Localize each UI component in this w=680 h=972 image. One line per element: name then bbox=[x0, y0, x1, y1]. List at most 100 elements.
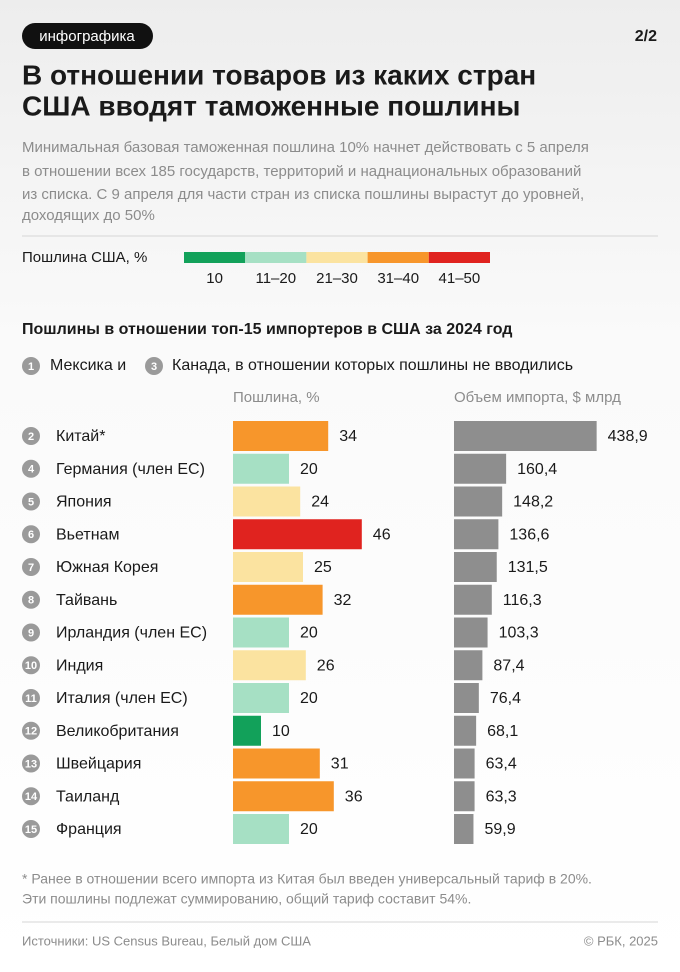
value-label: 59,9 bbox=[484, 821, 515, 838]
value-label: 20 bbox=[300, 625, 318, 642]
value-label: 26 bbox=[317, 657, 335, 674]
category-label: Таиланд bbox=[56, 788, 120, 805]
bar bbox=[233, 519, 362, 550]
value-label: 87,4 bbox=[493, 657, 524, 674]
rank-number: 14 bbox=[25, 791, 38, 803]
category-label: Франция bbox=[56, 821, 122, 838]
value-label: 46 bbox=[373, 526, 391, 543]
bar bbox=[454, 814, 474, 844]
title: В отношении товаров из каких стран bbox=[22, 59, 536, 90]
value-label: 31 bbox=[331, 756, 349, 773]
rank-number: 3 bbox=[151, 361, 157, 373]
rank-number: 9 bbox=[28, 627, 34, 639]
category-label: Ирландия (член ЕС) bbox=[56, 625, 207, 642]
column-header: Пошлина, % bbox=[233, 389, 320, 406]
note-text: Мексика и bbox=[50, 357, 126, 374]
legend-label: 41–50 bbox=[439, 270, 481, 287]
value-label: 25 bbox=[314, 559, 332, 576]
bar bbox=[454, 715, 477, 746]
bar bbox=[233, 683, 289, 713]
subtitle: Минимальная базовая таможенная пошлина 1… bbox=[22, 139, 589, 156]
bar bbox=[233, 748, 320, 779]
footnote: Эти пошлины подлежат суммированию, общий… bbox=[22, 891, 471, 907]
value-label: 116,3 bbox=[503, 592, 542, 609]
legend-title: Пошлина США, % bbox=[22, 249, 147, 266]
rank-number: 11 bbox=[25, 693, 37, 705]
note-text: Канада, в отношении которых пошлины не в… bbox=[172, 357, 573, 374]
bar bbox=[454, 421, 597, 451]
value-label: 20 bbox=[300, 461, 318, 478]
rank-number: 2 bbox=[28, 431, 34, 443]
legend-swatch bbox=[428, 252, 490, 263]
footnote: * Ранее в отношении всего импорта из Кит… bbox=[22, 871, 592, 887]
value-label: 20 bbox=[300, 821, 318, 838]
bar bbox=[233, 486, 301, 517]
rank-badge bbox=[22, 590, 40, 609]
category-label: Италия (член ЕС) bbox=[56, 690, 188, 707]
category-label: Вьетнам bbox=[56, 526, 119, 543]
category-label: Швейцария bbox=[56, 756, 141, 773]
bar bbox=[454, 584, 492, 615]
bar bbox=[454, 748, 475, 779]
rank-badge bbox=[22, 721, 40, 740]
bar bbox=[454, 683, 479, 713]
bar bbox=[233, 453, 289, 484]
category-label: Южная Корея bbox=[56, 559, 158, 576]
value-label: 131,5 bbox=[508, 559, 548, 576]
bar bbox=[454, 650, 483, 681]
category-label: Германия (член ЕС) bbox=[56, 461, 205, 478]
rank-number: 7 bbox=[28, 562, 34, 574]
value-label: 20 bbox=[300, 690, 318, 707]
rank-badge bbox=[22, 689, 40, 707]
rank-number: 10 bbox=[25, 660, 37, 672]
rank-badge bbox=[22, 754, 40, 773]
rank-number: 5 bbox=[28, 496, 34, 508]
value-label: 63,4 bbox=[486, 756, 517, 773]
rank-badge bbox=[145, 357, 163, 375]
legend-swatch bbox=[184, 252, 246, 263]
value-label: 36 bbox=[345, 788, 363, 805]
rank-badge bbox=[22, 357, 40, 375]
subtitle: из списка. С 9 апреля для части стран из… bbox=[22, 186, 584, 203]
bar bbox=[454, 552, 497, 582]
bar bbox=[233, 715, 261, 746]
section-title: Пошлины в отношении топ-15 импортеров в … bbox=[22, 321, 512, 338]
rank-number: 15 bbox=[25, 824, 37, 836]
category-label: Индия bbox=[56, 657, 103, 674]
rank-badge bbox=[22, 459, 40, 478]
legend-swatch bbox=[245, 252, 307, 263]
rank-number: 13 bbox=[25, 758, 37, 770]
legend-label: 11–20 bbox=[255, 270, 296, 287]
bar bbox=[233, 814, 289, 844]
bar bbox=[454, 781, 475, 812]
sources: Источники: US Census Bureau, Белый дом С… bbox=[22, 933, 311, 948]
value-label: 10 bbox=[272, 723, 290, 740]
bar bbox=[233, 552, 303, 582]
rank-badge bbox=[22, 558, 40, 576]
rank-number: 6 bbox=[28, 529, 34, 541]
title: США вводят таможенные пошлины bbox=[22, 90, 520, 121]
bar bbox=[233, 781, 334, 812]
copyright: © РБК, 2025 bbox=[584, 933, 658, 948]
bar bbox=[454, 486, 503, 517]
bar bbox=[233, 421, 329, 451]
bar bbox=[233, 617, 289, 648]
category-label: Япония bbox=[56, 494, 112, 511]
value-label: 438,9 bbox=[608, 428, 648, 445]
badge-bg bbox=[22, 23, 153, 49]
rank-number: 12 bbox=[25, 726, 37, 738]
subtitle: в отношении всех 185 государств, террито… bbox=[22, 163, 581, 180]
bar bbox=[233, 584, 323, 615]
rank-badge bbox=[22, 492, 40, 511]
rank-number: 4 bbox=[28, 464, 35, 476]
subtitle: доходящих до 50% bbox=[22, 207, 155, 224]
bar bbox=[233, 650, 306, 681]
value-label: 32 bbox=[334, 592, 352, 609]
rank-badge bbox=[22, 656, 40, 675]
value-label: 136,6 bbox=[509, 526, 549, 543]
bar bbox=[454, 453, 507, 484]
column-header: Объем импорта, $ млрд bbox=[454, 389, 621, 406]
